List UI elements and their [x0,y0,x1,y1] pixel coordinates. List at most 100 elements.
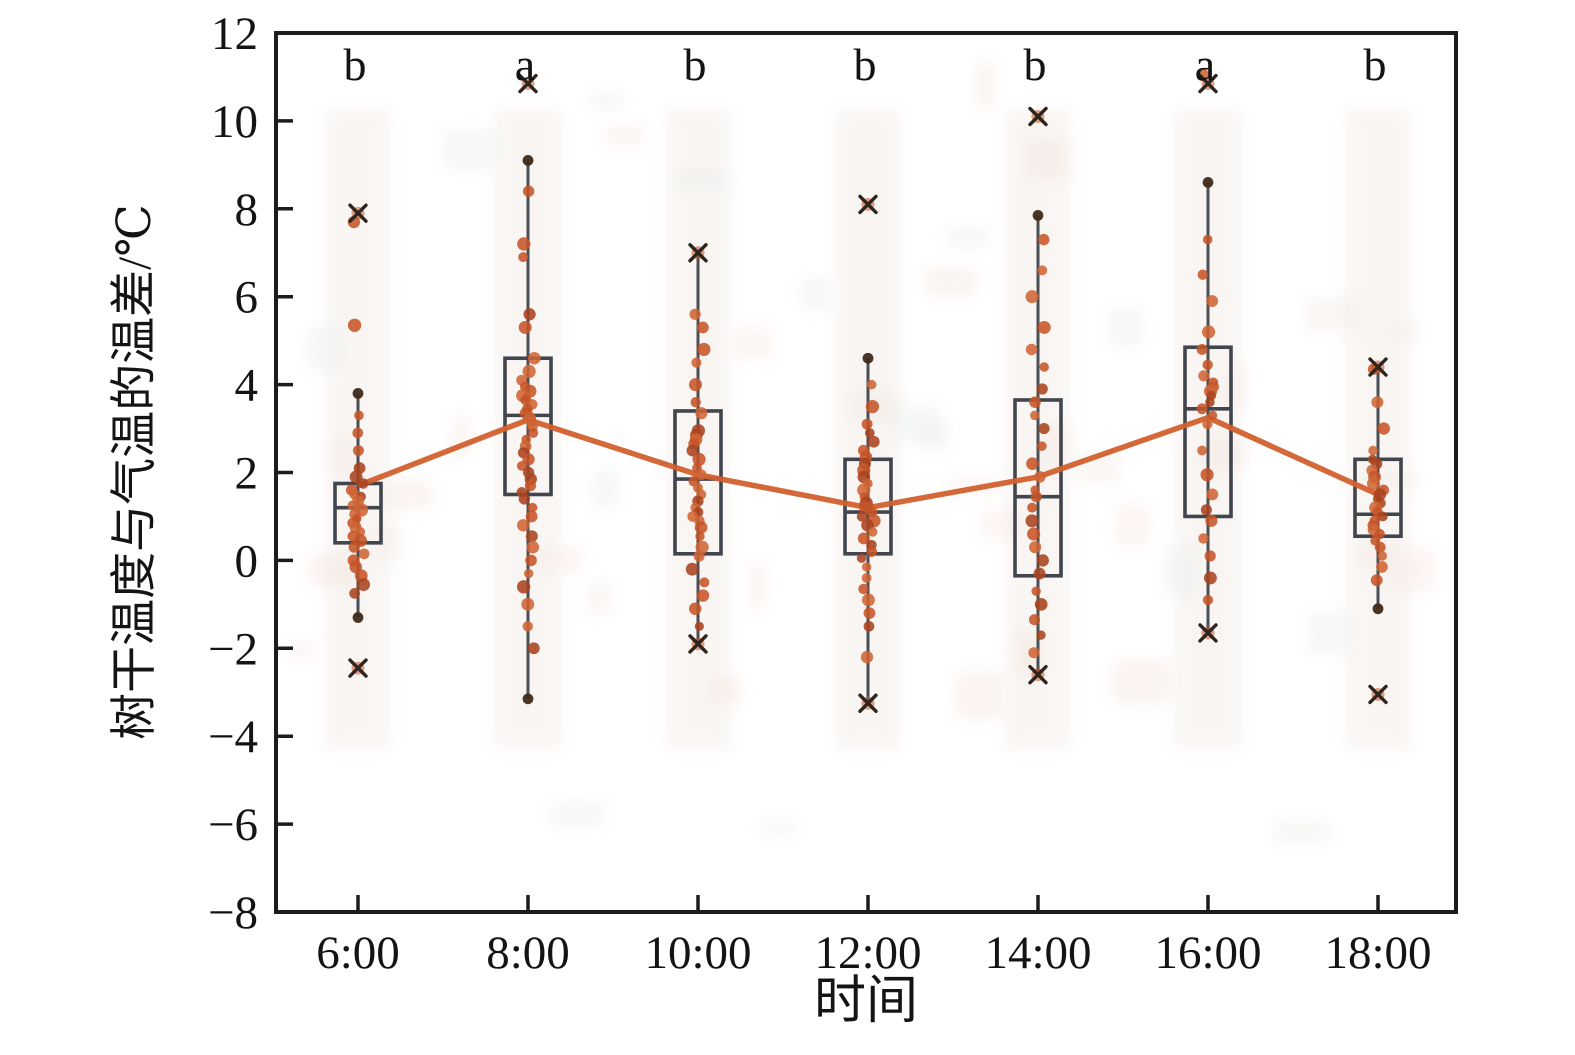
data-point [1037,265,1048,276]
data-point [516,460,527,471]
data-point [1030,491,1042,503]
data-point [860,650,874,664]
noise-blob [1225,363,1247,411]
outlier-x-mark [1028,664,1048,685]
data-point [1201,325,1216,339]
data-point [1374,541,1386,553]
data-point [523,308,536,321]
whisker-cap-dot [862,352,874,364]
data-point [861,573,872,583]
noise-blob [541,545,583,574]
noise-blob [603,124,646,146]
x-tick-label: 18:00 [1324,927,1431,979]
data-point [699,577,710,588]
data-point [1039,362,1049,372]
data-point [527,502,538,513]
outlier-x-mark [1368,684,1388,705]
data-point [1027,527,1041,541]
noise-blob [1389,548,1436,592]
y-tick-label: −8 [208,887,258,939]
noise-blob [955,673,1004,719]
data-point [518,252,529,263]
data-point [354,410,364,421]
noise-blob [1305,297,1358,333]
data-point [693,550,705,562]
x-tick-label: 10:00 [644,927,751,979]
significance-letter: a [515,39,535,90]
data-point [867,435,880,448]
data-point [358,548,370,560]
noise-blob [334,437,352,473]
data-point [525,530,538,543]
x-tick-label: 14:00 [984,927,1091,979]
outlier-x-mark [1198,623,1218,643]
noise-blob [591,469,619,510]
data-point [1377,422,1391,435]
data-point [352,445,364,456]
y-tick-label: 10 [211,96,258,148]
outlier-x-mark [348,658,368,678]
whisker-cap-dot [1372,603,1384,615]
outlier-x-mark [1198,73,1218,94]
data-point [1025,514,1039,528]
data-point [1202,234,1213,245]
outlier-x-mark [1368,357,1388,377]
data-point [1026,457,1039,471]
noise-blob [945,226,989,249]
data-point [528,427,539,438]
noise-blob [924,267,977,296]
data-point [866,546,878,557]
data-point [696,589,710,602]
whisker-cap-dot [1032,209,1044,221]
data-point [1025,290,1039,304]
noise-blob [759,820,798,836]
data-point [1205,514,1218,527]
y-tick-label: 6 [235,272,259,324]
data-point [865,399,880,414]
data-point [863,607,876,620]
data-point [689,308,701,320]
data-point [1036,383,1048,395]
data-point [1202,419,1213,430]
noise-blob [1113,659,1171,704]
noise-blob [1272,821,1330,845]
data-point [1027,502,1038,513]
data-point [517,519,530,532]
data-point [1200,504,1212,516]
data-point [685,562,699,576]
data-point [1207,410,1218,421]
whisker-cap-dot [522,155,534,166]
data-point [1029,396,1041,408]
noise-blob [1114,503,1150,546]
data-point [688,602,702,615]
data-point [1037,321,1051,334]
outlier-x-mark [858,194,878,215]
data-point [518,320,532,334]
data-point [692,452,706,466]
noise-blob [586,582,611,616]
data-point [697,321,709,334]
data-point [1038,422,1050,435]
x-tick-label: 12:00 [814,927,921,979]
data-point [1377,511,1388,522]
data-point [517,237,531,251]
data-point [1036,630,1046,640]
y-tick-label: −2 [208,623,258,675]
data-point [1037,441,1047,451]
y-tick-label: 2 [235,448,259,500]
y-tick-label: 0 [235,535,259,587]
noise-blob [976,62,995,109]
data-point [1031,586,1041,596]
data-point [1036,554,1049,567]
data-point [1025,343,1038,356]
outlier-x-mark [1028,106,1048,127]
data-point [688,378,703,392]
data-point [526,540,540,554]
data-point [864,428,875,438]
data-point [694,621,704,631]
data-point [694,521,708,534]
noise-blob [679,171,732,187]
